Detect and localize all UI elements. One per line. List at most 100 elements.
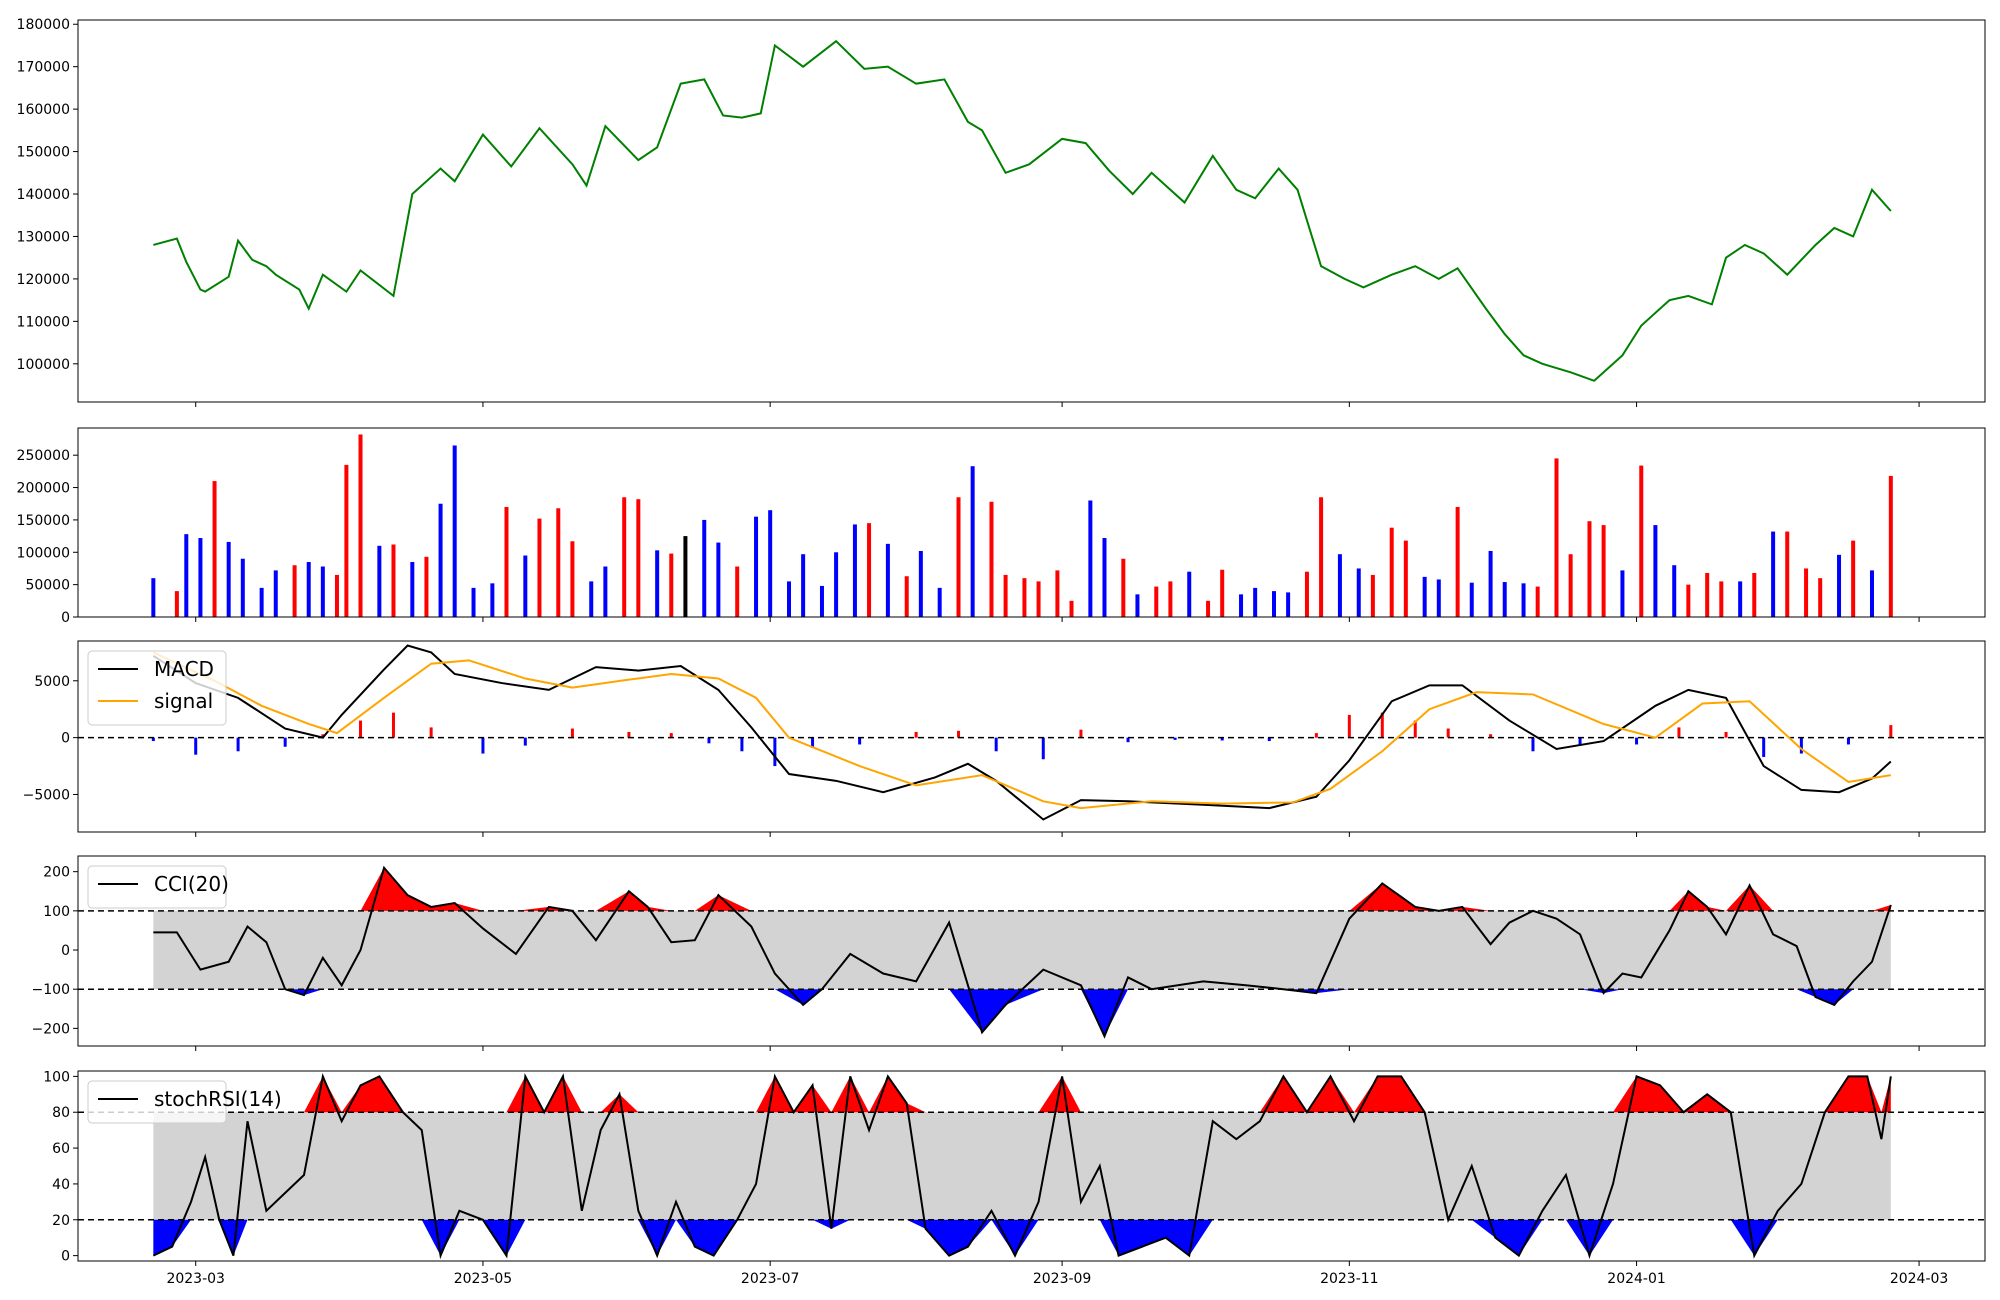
y-tick-label: 250000 xyxy=(17,448,70,464)
volume-bar xyxy=(1304,571,1309,617)
volume-bar xyxy=(240,558,245,617)
volume-bar xyxy=(1587,521,1592,617)
volume-bar xyxy=(1488,550,1493,617)
histogram-bar xyxy=(1799,737,1803,754)
volume-bar xyxy=(1719,581,1724,617)
cci-y-axis: −200 −100 0 100 200 xyxy=(32,865,78,1037)
volume-bar xyxy=(956,497,961,617)
volume-bar xyxy=(556,508,561,617)
histogram-bar xyxy=(1220,737,1224,741)
y-tick-label: 20 xyxy=(52,1213,70,1229)
volume-bar xyxy=(410,561,415,617)
macd-line xyxy=(152,644,1892,821)
x-tick-label: 2023-05 xyxy=(454,1271,513,1287)
y-tick-label: 120000 xyxy=(17,272,70,288)
histogram-bar xyxy=(1531,737,1535,752)
volume-bar xyxy=(358,434,363,617)
histogram-bar xyxy=(570,728,574,738)
stochrsi-legend: stochRSI(14) xyxy=(87,1080,282,1124)
x-tick-label: 2023-09 xyxy=(1033,1271,1092,1287)
volume-bar xyxy=(1055,570,1060,617)
histogram-bar xyxy=(151,737,155,742)
volume-bar xyxy=(1837,554,1842,617)
volume-bar xyxy=(702,519,707,617)
histogram-bar xyxy=(1762,737,1766,757)
volume-bar xyxy=(885,543,890,617)
histogram-bar xyxy=(1846,737,1850,745)
y-tick-label: 40 xyxy=(52,1177,70,1193)
histogram-bar xyxy=(627,731,631,738)
volume-bar xyxy=(1672,565,1677,617)
volume-bar xyxy=(1121,558,1126,617)
cci-line xyxy=(153,865,1892,1039)
volume-bar xyxy=(970,466,975,617)
cci-neutral-band xyxy=(153,910,1891,990)
volume-bar xyxy=(1469,582,1474,617)
volume-bar xyxy=(1403,540,1408,617)
volume-y-axis: 0 50000 100000 150000 200000 250000 xyxy=(17,448,78,626)
volume-bar xyxy=(1851,540,1856,617)
volume-bar xyxy=(1154,586,1159,617)
volume-bar xyxy=(904,576,909,617)
volume-bar xyxy=(226,541,231,617)
y-tick-label: 170000 xyxy=(17,60,70,76)
legend-box xyxy=(87,1080,227,1124)
x-tick-label: 2024-03 xyxy=(1890,1271,1949,1287)
volume-bar xyxy=(504,506,509,617)
volume-bar xyxy=(1521,583,1526,617)
volume-bar xyxy=(1804,568,1809,617)
cci-overbought-fill xyxy=(153,867,1891,911)
cci-x-axis xyxy=(195,1046,1920,1051)
y-tick-label: 200 xyxy=(43,865,70,881)
stochrsi-x-axis: 2023-03 2023-05 2023-07 2023-09 2023-11 2024-… xyxy=(166,1261,1948,1287)
volume-bar xyxy=(344,464,349,617)
volume-bar xyxy=(1818,578,1823,617)
legend-label: CCI(20) xyxy=(154,872,229,896)
volume-bar xyxy=(1785,531,1790,617)
volume-frame xyxy=(77,427,1986,618)
y-tick-label: −200 xyxy=(32,1021,70,1037)
volume-bar xyxy=(589,581,594,617)
price-frame xyxy=(77,19,1986,403)
volume-bar xyxy=(716,542,721,617)
volume-bar xyxy=(622,497,627,617)
histogram-bar xyxy=(1889,725,1893,738)
histogram-bar xyxy=(1578,737,1582,746)
volume-bar xyxy=(1271,591,1276,617)
volume-bar xyxy=(490,583,495,617)
volume-bar xyxy=(1206,600,1211,617)
histogram-bar xyxy=(194,737,198,755)
legend-box xyxy=(87,865,227,909)
volume-bar xyxy=(1568,554,1573,617)
histogram-bar xyxy=(1041,737,1045,760)
macd-y-axis: −5000 0 5000 xyxy=(23,674,78,803)
volume-bar xyxy=(1771,531,1776,617)
volume-bar xyxy=(523,555,528,617)
macd-histogram xyxy=(151,712,1893,767)
histogram-bar xyxy=(707,737,711,744)
cci-legend: CCI(20) xyxy=(87,865,229,909)
volume-bar xyxy=(334,574,339,617)
volume-bar xyxy=(1554,458,1559,617)
volume-bar xyxy=(391,544,396,617)
histogram-bar xyxy=(321,734,325,738)
volume-bar xyxy=(259,587,264,617)
y-tick-label: 150000 xyxy=(17,513,70,529)
volume-bar xyxy=(1370,574,1375,617)
volume-bar xyxy=(471,587,476,617)
histogram-bar xyxy=(1173,737,1177,740)
volume-bar xyxy=(306,561,311,617)
y-tick-label: 150000 xyxy=(17,145,70,161)
volume-bar xyxy=(424,556,429,617)
volume-x-axis xyxy=(195,617,1920,622)
volume-bar xyxy=(198,538,203,617)
y-tick-label: 60 xyxy=(52,1141,70,1157)
y-tick-label: 50000 xyxy=(25,578,70,594)
x-tick-label: 2023-03 xyxy=(166,1271,225,1287)
volume-bar xyxy=(570,541,575,617)
volume-bar xyxy=(1869,570,1874,617)
y-tick-label: 100000 xyxy=(17,357,70,373)
volume-bar xyxy=(1069,600,1074,617)
histogram-bar xyxy=(391,712,395,738)
volume-bar xyxy=(1088,500,1093,617)
